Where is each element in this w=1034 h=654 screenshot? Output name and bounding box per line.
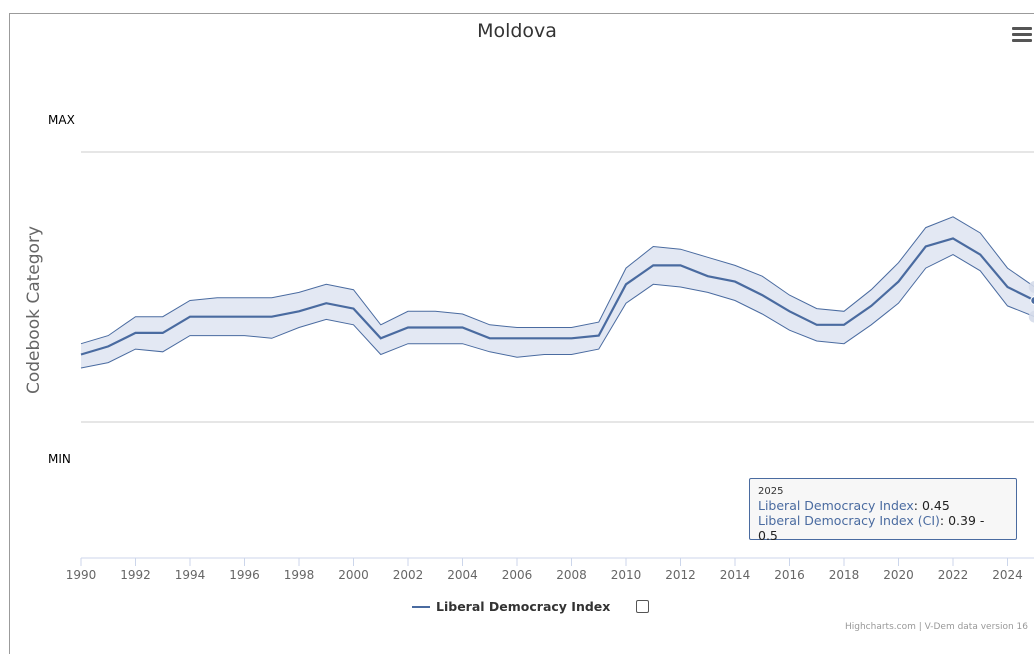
y-max-label: MAX [48,113,75,127]
tooltip-series-value: 0.45 [921,498,950,513]
x-tick-label-2014: 2014 [720,568,751,582]
tooltip-ci-value: 0.39 - 0.5 [758,513,985,543]
ci-upper-line [80,216,1034,345]
y-min-label: MIN [48,452,71,466]
x-tick-label-2004: 2004 [447,568,478,582]
legend-checkbox[interactable] [636,600,650,613]
chart-title: Moldova [477,20,557,42]
legend-label: Liberal Democracy Index [436,599,611,614]
x-tick-label-2010: 2010 [611,568,642,582]
hover-marker-ci-high [1028,281,1034,293]
tooltip-ci-label: Liberal Democracy Index (CI) [758,513,940,528]
credits-text[interactable]: Highcharts.com | V-Dem data version 16 [845,622,1028,632]
x-tick-label-2020: 2020 [883,568,914,582]
hamburger-menu-icon[interactable] [1012,27,1032,45]
tooltip-year: 2025 [758,486,784,497]
x-tick-label-2002: 2002 [393,568,424,582]
x-tick-label-2024: 2024 [992,568,1023,582]
x-tick-label-1992: 1992 [120,568,151,582]
x-tick-label-1998: 1998 [284,568,315,582]
hover-marker-ci-low [1028,310,1034,323]
chart-plot: 1990 1992 1994 1996 1998 2000 2002 2004 2006 2008… [66,151,1034,582]
ci-band-area [81,216,1034,368]
x-tick-label-1994: 1994 [175,568,206,582]
x-tick-label-1996: 1996 [229,568,260,582]
data-tooltip: 2025 Liberal Democracy Index: 0.45 Liber… [749,478,1017,543]
x-tick-label-2018: 2018 [829,568,860,582]
legend-item[interactable]: Liberal Democracy Index [412,599,650,614]
x-tick-label-2000: 2000 [338,568,369,582]
series-line-liberal-democracy-index [80,237,1034,356]
chart-frame [9,13,1034,654]
ci-lower-line [80,254,1034,369]
x-tick-label-2006: 2006 [502,568,533,582]
legend-line-swatch-icon [412,605,430,608]
x-tick-label-2022: 2022 [938,568,969,582]
x-tick-label-2016: 2016 [774,568,805,582]
x-tick-label-2008: 2008 [556,568,587,582]
hover-marker-point [1030,296,1034,305]
tooltip-series-label: Liberal Democracy Index [758,498,914,513]
x-tick-label-2012: 2012 [665,568,696,582]
x-tick-label-1990: 1990 [66,568,97,582]
